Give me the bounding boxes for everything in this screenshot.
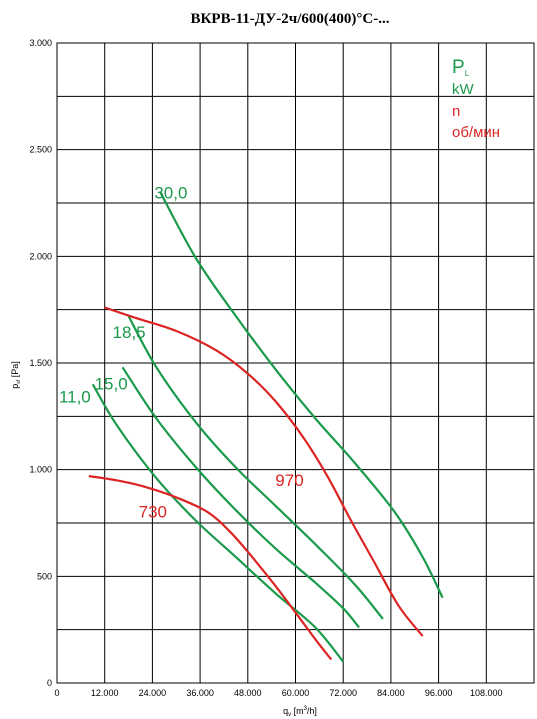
legend-power-sub: L <box>465 69 470 78</box>
y-axis-label-sub: sf <box>16 379 22 384</box>
x-tick-label: 0 <box>54 688 59 698</box>
chart-title: ВКРВ-11-ДУ-2ч/600(400)°С-... <box>191 11 390 27</box>
speed-curve-label: 730 <box>139 502 167 521</box>
power-curve-15-0 <box>121 366 360 629</box>
y-axis-label-unit: [Pa] <box>10 361 20 380</box>
x-axis-label-unit-end: /h] <box>307 706 317 716</box>
y-axis-label: psf [Pa] <box>10 361 22 388</box>
y-tick-label: 2.500 <box>29 145 52 155</box>
y-tick-label: 2.000 <box>29 251 52 261</box>
x-tick-label: 12.000 <box>91 688 119 698</box>
power-curve-label: 30,0 <box>154 183 187 202</box>
power-curve-18-5 <box>127 315 384 620</box>
x-axis-label-symbol: q <box>283 706 288 716</box>
grid-lines <box>57 43 534 683</box>
x-tick-label: 48.000 <box>234 688 262 698</box>
legend-power-symbol: PL <box>452 57 470 78</box>
x-tick-label: 108.000 <box>470 688 503 698</box>
power-curve-label: 11,0 <box>59 387 91 406</box>
legend-speed-symbol: n <box>452 103 460 120</box>
speed-curve-970 <box>104 306 424 637</box>
power-curve-label: 18,5 <box>113 323 146 342</box>
x-tick-label: 60.000 <box>282 688 310 698</box>
x-tick-label: 84.000 <box>377 688 405 698</box>
chart-series-labels: 30,0 18,5 15,011,0 970 730 <box>59 183 304 521</box>
x-tick-label: 96.000 <box>425 688 453 698</box>
y-tick-label: 3.000 <box>29 38 52 48</box>
legend-speed-unit: об/мин <box>452 124 500 141</box>
power-curve-30-0 <box>159 191 444 599</box>
x-tick-label: 72.000 <box>329 688 357 698</box>
y-axis-ticks: 0 500 1.000 1.500 2.000 2.500 3.000 <box>29 38 52 688</box>
y-tick-label: 1.500 <box>29 358 52 368</box>
legend: PL kW n об/мин <box>452 57 500 141</box>
x-axis-label-unit: [m <box>291 706 304 716</box>
x-axis-ticks: 0 12.000 24.000 36.000 48.000 60.000 72.000 84.… <box>54 688 502 698</box>
x-tick-label: 36.000 <box>186 688 214 698</box>
chart-series <box>88 191 444 663</box>
legend-power-unit: kW <box>452 81 475 98</box>
x-axis-label-unit-sup: 3 <box>304 706 308 712</box>
power-curve-11-0 <box>91 383 345 663</box>
y-axis-label-symbol: p <box>10 384 20 389</box>
power-curve-label: 15,0 <box>95 374 128 393</box>
y-tick-label: 500 <box>37 571 52 581</box>
y-tick-label: 1.000 <box>29 465 52 475</box>
x-tick-label: 24.000 <box>139 688 167 698</box>
speed-curve-label: 970 <box>275 471 303 490</box>
legend-power-symbol-text: P <box>452 57 465 78</box>
x-axis-label: qv [m3/h] <box>283 706 317 718</box>
speed-curve-730 <box>88 475 333 661</box>
x-axis-label-sub: v <box>288 712 291 718</box>
y-tick-label: 0 <box>47 678 52 688</box>
